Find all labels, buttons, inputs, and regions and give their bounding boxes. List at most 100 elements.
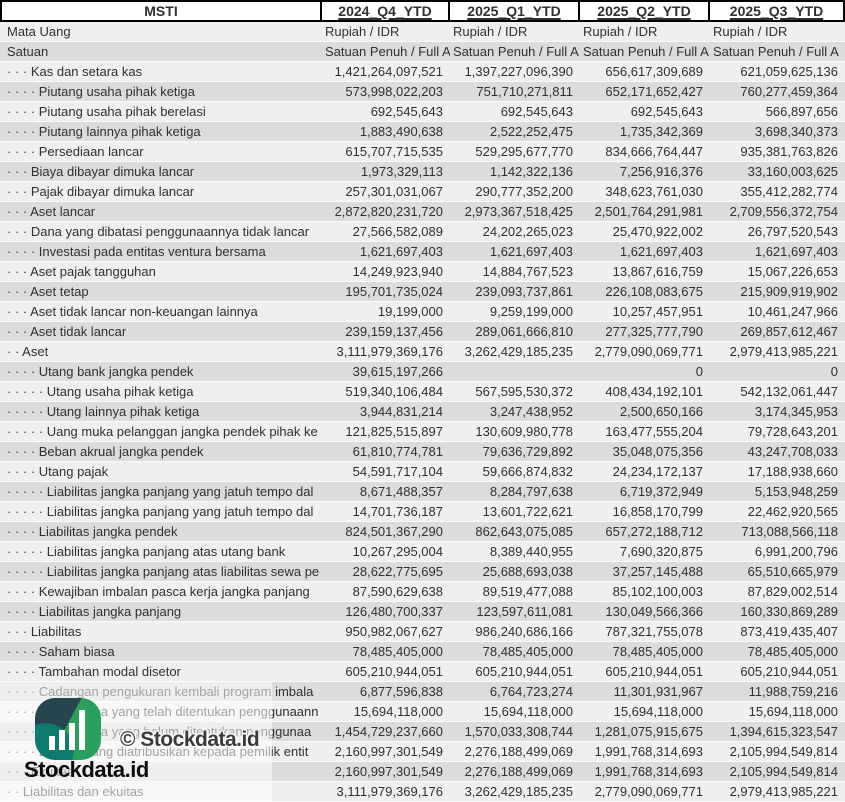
row-label: · · · Aset pajak tangguhan [7, 264, 156, 279]
row-value: 1,973,329,113 [360, 164, 443, 179]
row-value: 10,257,457,951 [612, 304, 703, 319]
table-body: Mata Uang Rupiah / IDR Rupiah / IDR Rupiah … [0, 22, 845, 802]
row-value: 85,102,100,003 [612, 584, 703, 599]
row-label: · · · · · Liabilitas jangka panjang atas… [7, 564, 320, 579]
row-value: 935,381,763,826 [740, 144, 838, 159]
row-label: · · · · · Liabilitas jangka panjang yang… [7, 504, 314, 519]
row-label: · · · Aset tidak lancar non-keuangan lai… [7, 304, 258, 319]
row-value: 78,485,405,000 [612, 644, 703, 659]
row-value: 15,694,118,000 [353, 704, 443, 719]
table-row: · · · Aset tetap 195,701,735,024 239,093,7… [0, 282, 845, 302]
row-label: Satuan [7, 44, 49, 59]
row-value: 986,240,686,166 [475, 624, 573, 639]
row-value: 35,048,075,356 [612, 444, 703, 459]
row-value: 2,872,820,231,720 [334, 204, 443, 219]
row-value: 692,545,643 [370, 104, 443, 119]
row-label: · · · · · Utang lainnya pihak ketiga [7, 404, 200, 419]
row-value: 59,666,874,832 [482, 464, 573, 479]
row-value: 3,944,831,214 [359, 404, 443, 419]
row-value: 2,979,413,985,221 [729, 344, 838, 359]
row-value: 1,570,033,308,744 [464, 724, 573, 739]
row-value: 195,701,735,024 [345, 284, 443, 299]
table-row: · · · · Utang bank jangka pendek 39,615,1… [0, 362, 845, 382]
row-label: · · · · Liabilitas jangka panjang [7, 604, 182, 619]
row-value: 0 [830, 364, 838, 379]
row-value: 277,325,777,790 [605, 324, 703, 339]
table-header-row: MSTI 2024_Q4_YTD 2025_Q1_YTD 2025_Q2_YTD 20… [0, 0, 845, 22]
table-row: · · · · · Utang lainnya pihak ketiga 3,94… [0, 402, 845, 422]
row-value: 15,067,226,653 [747, 264, 838, 279]
row-label: · · · · Utang pajak [7, 464, 109, 479]
table-row: · · · · Investasi pada entitas ventura b… [0, 242, 845, 262]
row-value: 121,825,515,897 [345, 424, 443, 439]
table-row: · · · Aset pajak tangguhan 14,249,923,940… [0, 262, 845, 282]
row-value: 2,501,764,291,981 [594, 204, 703, 219]
table-row: · · · · Beban akrual jangka pendek 61,810… [0, 442, 845, 462]
row-value: 11,301,931,967 [613, 684, 703, 699]
row-value: 1,621,697,403 [359, 244, 443, 259]
row-value: 16,858,170,799 [612, 504, 703, 519]
row-value: 2,276,188,499,069 [464, 744, 573, 759]
row-value: 28,622,775,695 [352, 564, 443, 579]
company-header: MSTI [2, 2, 322, 20]
row-label: · · · · · Liabilitas jangka panjang yang… [7, 484, 314, 499]
row-label: · · · Biaya dibayar dimuka lancar [7, 164, 195, 179]
row-value: 257,301,031,067 [345, 184, 443, 199]
row-value: 6,991,200,796 [754, 544, 838, 559]
table-row: Satuan Satuan Penuh / Full A Satuan Penuh … [0, 42, 845, 62]
row-meta-value: Rupiah / IDR [325, 24, 400, 39]
row-label: · · · Dana yang dibatasi penggunaannya t… [7, 224, 310, 239]
row-value: 123,597,611,081 [476, 604, 573, 619]
stockdata-logo-icon [35, 698, 101, 760]
watermark-brand-text: Stockdata.id [24, 757, 149, 782]
table-row: · · · · Saham biasa 78,485,405,000 78,485,… [0, 642, 845, 662]
column-header-2025_q3_ytd[interactable]: 2025_Q3_YTD [729, 3, 824, 19]
row-value: 3,111,979,369,176 [336, 784, 443, 799]
row-value: 3,262,429,185,235 [464, 784, 573, 799]
row-value: 15,694,118,000 [483, 704, 573, 719]
column-header-2025_q1_ytd[interactable]: 2025_Q1_YTD [450, 2, 580, 20]
row-value: 1,421,264,097,521 [334, 64, 443, 79]
row-value: 834,666,764,447 [605, 144, 703, 159]
watermark-copyright-text: © Stockdata.id [120, 728, 260, 751]
row-value: 8,389,440,955 [489, 544, 573, 559]
row-value: 14,249,923,940 [352, 264, 443, 279]
row-value: 751,710,271,811 [476, 84, 573, 99]
table-row: · · · Pajak dibayar dimuka lancar 257,301… [0, 182, 845, 202]
row-value: 7,256,916,376 [619, 164, 703, 179]
row-value: 126,480,700,337 [345, 604, 443, 619]
row-value: 348,623,761,030 [605, 184, 703, 199]
table-row: · · · Dana yang dibatasi penggunaannya t… [0, 222, 845, 242]
row-value: 215,909,919,902 [740, 284, 838, 299]
row-value: 567,595,530,372 [475, 384, 573, 399]
table-row: · · · · Piutang usaha pihak berelasi 692,… [0, 102, 845, 122]
row-value: 713,088,566,118 [741, 524, 838, 539]
row-value: 13,867,616,759 [612, 264, 703, 279]
table-row: · · · · Piutang lainnya pihak ketiga 1,88… [0, 122, 845, 142]
table-row: · · · · · Liabilitas jangka panjang atas… [0, 562, 845, 582]
row-value: 355,412,282,774 [740, 184, 838, 199]
row-value: 8,284,797,638 [489, 484, 573, 499]
table-row: · · · · Tambahan modal disetor 605,210,94… [0, 662, 845, 682]
row-value: 24,234,172,137 [612, 464, 703, 479]
row-meta-value: Rupiah / IDR [713, 24, 788, 39]
row-value: 2,160,997,301,549 [334, 764, 443, 779]
row-value: 3,698,340,373 [754, 124, 838, 139]
table-row: · · · Liabilitas 950,982,067,627 986,240,6… [0, 622, 845, 642]
row-value: 5,153,948,259 [754, 484, 838, 499]
table-row: · · Aset 3,111,979,369,176 3,262,429,185,2… [0, 342, 845, 362]
row-value: 2,779,090,069,771 [594, 344, 703, 359]
column-header-2024_q4_ytd[interactable]: 2024_Q4_YTD [322, 2, 450, 20]
row-value: 1,991,768,314,693 [594, 744, 703, 759]
row-value: 862,643,075,085 [475, 524, 573, 539]
row-value: 43,247,708,033 [747, 444, 838, 459]
row-meta-value: Satuan Penuh / Full A [453, 44, 579, 59]
row-value: 6,764,723,274 [489, 684, 573, 699]
row-value: 163,477,555,204 [605, 424, 703, 439]
row-value: 24,202,265,023 [482, 224, 573, 239]
row-value: 14,884,767,523 [482, 264, 573, 279]
row-value: 239,159,137,456 [345, 324, 443, 339]
table-row: · · · · · Liabilitas jangka panjang atas… [0, 542, 845, 562]
column-header-2025_q2_ytd[interactable]: 2025_Q2_YTD [580, 2, 710, 20]
row-value: 652,171,652,427 [605, 84, 703, 99]
